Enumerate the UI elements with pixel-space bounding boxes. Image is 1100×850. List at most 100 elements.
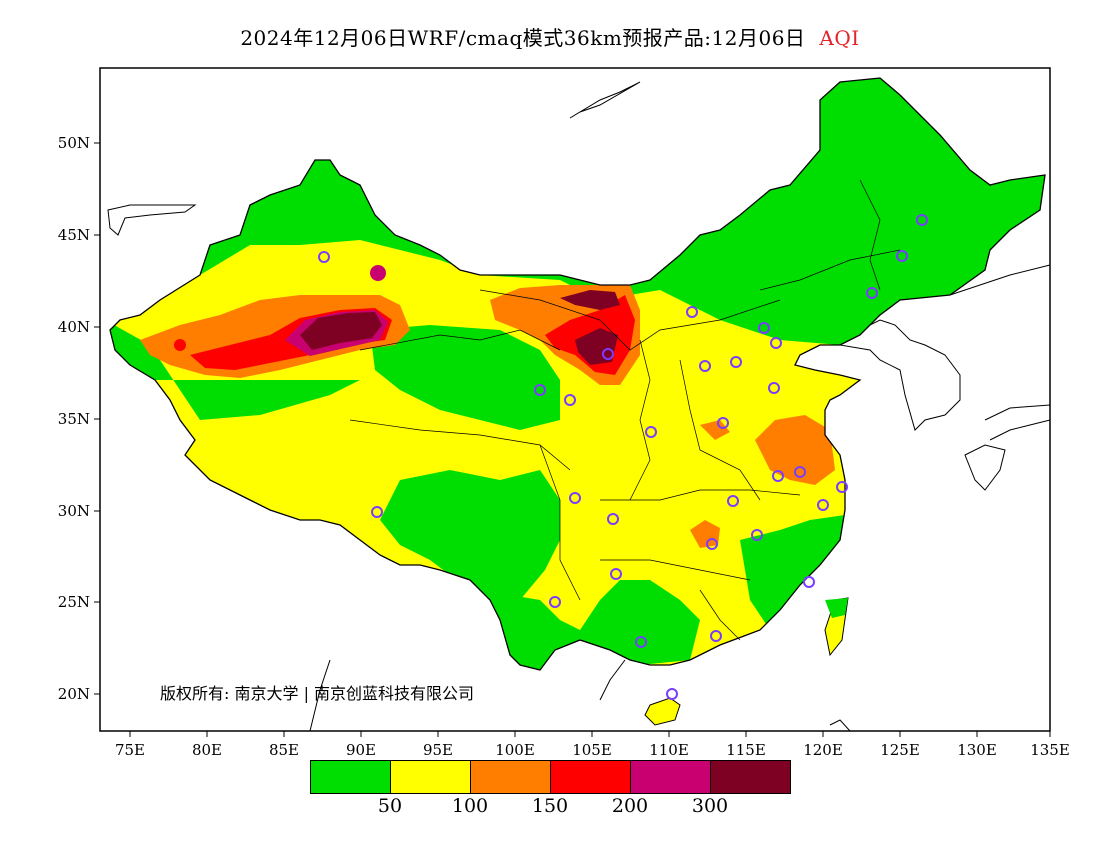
lon-tick-95: 95E [423, 741, 453, 759]
aqi-hotspot-kashgar [174, 339, 186, 351]
city-marker [610, 568, 622, 580]
colorbar-label-100: 100 [451, 795, 489, 817]
city-marker [686, 306, 698, 318]
lat-labels: 20N 25N 30N 35N 40N 45N 50N [58, 134, 90, 703]
aqi-orange-hunan [690, 520, 720, 548]
border-south [600, 559, 751, 581]
aqi-maroon-north [560, 290, 620, 310]
city-marker [371, 506, 383, 518]
border-inner-mongolia [479, 289, 781, 351]
lat-tick-30: 30N [58, 502, 90, 520]
lake-baikal [569, 81, 641, 119]
lat-tick-50: 50N [58, 134, 90, 152]
city-marker [706, 538, 718, 550]
lat-tick-25: 25N [58, 593, 90, 611]
lon-tick-110: 110E [649, 741, 689, 759]
aqi-colorbar [310, 760, 791, 794]
coastlines [107, 81, 1051, 732]
aqi-orange-henan [700, 420, 730, 440]
city-marker [710, 630, 722, 642]
colorbar-seg-1 [391, 761, 471, 793]
city-marker [635, 636, 647, 648]
lon-tick-115: 115E [726, 741, 766, 759]
border-xinjiang-qinghai [359, 329, 561, 351]
lon-tick-75: 75E [115, 741, 145, 759]
city-marker [666, 688, 678, 700]
colorbar-label-50: 50 [377, 795, 403, 817]
colorbar-label-150: 150 [531, 795, 569, 817]
aqi-orange-anhui-jiangsu [755, 415, 835, 485]
city-marker [727, 495, 739, 507]
lon-tick-85: 85E [269, 741, 299, 759]
lon-tick-120: 120E [803, 741, 843, 759]
lon-tick-105: 105E [572, 741, 612, 759]
lon-tick-125: 125E [880, 741, 920, 759]
lon-tick-100: 100E [495, 741, 535, 759]
philippines-coast [829, 719, 851, 732]
lat-tick-20: 20N [58, 685, 90, 703]
map-title: 2024年12月06日WRF/cmaq模式36km预报产品:12月06日 AQI [0, 22, 1100, 51]
border-tibet-qinghai [349, 419, 571, 471]
copyright-text: 版权所有: 南京大学 | 南京创蓝科技有限公司 [160, 684, 475, 703]
lon-labels: 75E 80E 85E 90E 95E 100E 105E 110E 115E … [115, 741, 1070, 759]
city-marker [569, 492, 581, 504]
russia-coast [949, 264, 1051, 296]
title-variable: AQI [819, 26, 860, 50]
aqi-green-qinghai [370, 325, 560, 430]
city-marker [607, 513, 619, 525]
axis-ticks [94, 142, 1051, 737]
city-marker [717, 417, 729, 429]
lat-tick-40: 40N [58, 318, 90, 336]
taiwan-green [825, 598, 848, 618]
city-marker [758, 322, 770, 334]
city-marker [645, 426, 657, 438]
border-sichuan [539, 444, 581, 601]
province-borders [349, 179, 901, 641]
colorbar-label-200: 200 [611, 795, 649, 817]
colorbar-label-300: 300 [691, 795, 729, 817]
aqi-hotspot-urumqi [370, 265, 386, 281]
border-heilongjiang [859, 179, 881, 291]
city-marker [794, 466, 806, 478]
city-markers [318, 214, 928, 700]
city-marker [817, 499, 829, 511]
lon-tick-135: 135E [1030, 741, 1070, 759]
aqi-maroon-ningxia [575, 328, 618, 365]
title-text: 2024年12月06日WRF/cmaq模式36km预报产品:12月06日 [240, 26, 806, 50]
city-marker [836, 481, 848, 493]
japan-coast [964, 404, 1051, 491]
city-marker [751, 529, 763, 541]
lake-balkhash [107, 204, 197, 236]
city-marker [896, 250, 908, 262]
city-marker [318, 251, 330, 263]
lat-tick-35: 35N [58, 410, 90, 428]
city-marker [699, 360, 711, 372]
aqi-green-tibet-east [380, 470, 560, 620]
city-marker [534, 384, 546, 396]
city-marker [772, 470, 784, 482]
border-guangdong [699, 589, 741, 641]
lon-tick-80: 80E [192, 741, 222, 759]
border-yangtze [600, 489, 801, 501]
lon-tick-90: 90E [346, 741, 376, 759]
aqi-green-yunnan [480, 580, 700, 670]
city-marker [866, 287, 878, 299]
city-marker [564, 394, 576, 406]
lat-tick-45: 45N [58, 226, 90, 244]
korean-peninsula [838, 319, 961, 431]
city-marker [916, 214, 928, 226]
colorbar-seg-4 [631, 761, 711, 793]
border-jilin [759, 249, 901, 291]
city-marker [602, 348, 614, 360]
border-henan [679, 359, 761, 501]
colorbar-seg-0 [311, 761, 391, 793]
south-asia-coast [309, 659, 626, 732]
lon-tick-130: 130E [957, 741, 997, 759]
city-marker [803, 576, 815, 588]
colorbar-seg-5 [711, 761, 790, 793]
city-marker [770, 337, 782, 349]
colorbar-seg-2 [471, 761, 551, 793]
city-marker [549, 596, 561, 608]
city-marker [768, 382, 780, 394]
